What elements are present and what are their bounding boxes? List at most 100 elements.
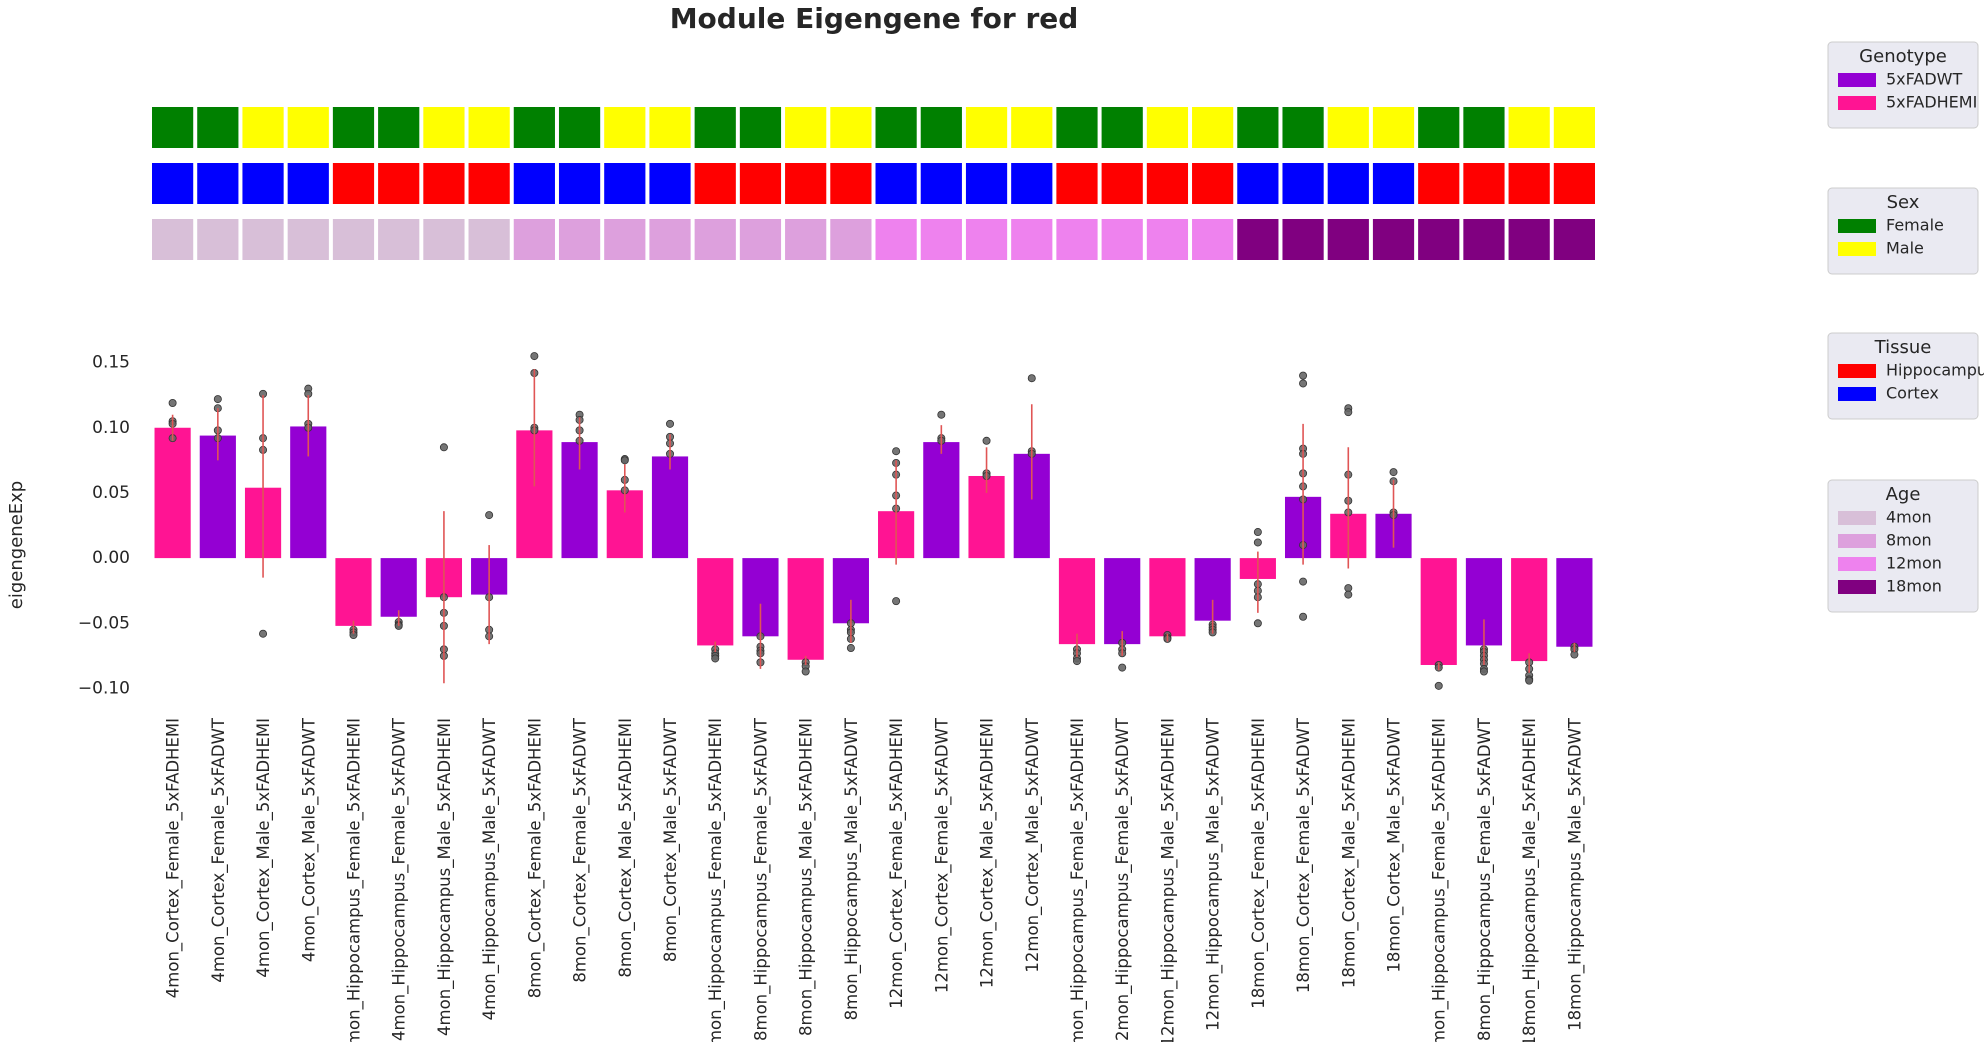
data-point — [1072, 657, 1081, 666]
bar — [335, 558, 372, 626]
y-axis-label: eigengeneExp — [6, 481, 27, 609]
data-point — [1253, 619, 1262, 628]
x-tick-label: 18mon_Hippocampus_Male_5xFADWT — [1565, 717, 1585, 1031]
legend-swatch — [1838, 73, 1876, 87]
data-point — [1570, 650, 1579, 659]
strip-cell — [558, 219, 601, 260]
data-point — [213, 395, 222, 404]
legend-label: 12mon — [1886, 554, 1942, 573]
strip-cell — [1146, 163, 1189, 204]
x-tick-label: 4mon_Cortex_Male_5xFADHEMI — [254, 718, 274, 978]
x-tick-label: 8mon_Cortex_Female_5xFADHEMI — [525, 718, 545, 998]
data-point — [1344, 408, 1353, 417]
strip-cell — [1192, 163, 1234, 204]
x-tick-label: 12mon_Cortex_Female_5xFADWT — [932, 717, 952, 993]
strip-cell — [1101, 219, 1143, 260]
strip-cell — [1237, 219, 1279, 260]
strip-cell — [378, 163, 420, 204]
strip-cell — [197, 163, 239, 204]
strip-cell — [739, 107, 782, 148]
strip-cell — [785, 163, 827, 204]
data-point — [1253, 528, 1262, 537]
strip-cell — [468, 219, 510, 260]
x-tick-label: 8mon_Cortex_Male_5xFADWT — [661, 717, 681, 962]
x-tick-label: 12mon_Hippocampus_Female_5xFADHEMI — [1068, 718, 1088, 1042]
data-point — [937, 410, 946, 419]
strip-cell — [1327, 163, 1369, 204]
strip-cell — [1282, 107, 1324, 148]
strip-cell — [1056, 219, 1098, 260]
legend-swatch — [1838, 534, 1876, 548]
legend-title: Sex — [1887, 192, 1920, 213]
data-point — [485, 511, 494, 520]
strip-cell — [242, 163, 284, 204]
strip-cell — [604, 107, 646, 148]
y-tick-label: 0.05 — [92, 483, 130, 503]
legend-swatch — [1838, 364, 1876, 378]
strip-cell — [739, 219, 782, 260]
bar — [1556, 558, 1593, 647]
strip-cell — [1372, 219, 1415, 260]
legend: Sex Female Male — [1827, 187, 1979, 275]
strip-cell — [965, 219, 1008, 260]
legend-swatch — [1838, 219, 1876, 233]
legend-label: 4mon — [1886, 508, 1932, 527]
strip-cell — [1282, 219, 1324, 260]
strip-cell — [558, 163, 601, 204]
x-tick-label: 8mon_Hippocampus_Male_5xFADWT — [842, 717, 862, 1020]
x-tick-label: 4mon_Cortex_Male_5xFADWT — [299, 717, 319, 962]
strip-cell — [378, 107, 420, 148]
strip-cell — [830, 107, 872, 148]
strip-cell — [1056, 107, 1098, 148]
strip-cell — [604, 163, 646, 204]
strip-cell — [1011, 219, 1053, 260]
strip-cell — [197, 219, 239, 260]
strip-cell — [1237, 163, 1279, 204]
strip-cell — [242, 219, 284, 260]
strip-cell — [604, 219, 646, 260]
strip-cell — [423, 107, 465, 148]
data-point — [530, 352, 539, 361]
x-tick-label: 8mon_Cortex_Male_5xFADHEMI — [616, 718, 636, 978]
x-tick-label: 4mon_Hippocampus_Female_5xFADWT — [390, 717, 410, 1041]
y-tick-label: −0.10 — [78, 678, 130, 698]
x-tick-label: 18mon_Hippocampus_Female_5xFADHEMI — [1430, 718, 1450, 1042]
strip-cell — [468, 163, 510, 204]
bar — [1104, 558, 1141, 645]
bar — [651, 456, 689, 559]
bar — [380, 558, 417, 617]
strip-cell — [1056, 163, 1098, 204]
legend-swatch — [1838, 96, 1876, 110]
strip-cell — [152, 219, 194, 260]
data-point — [892, 597, 901, 606]
strip-cell — [649, 107, 691, 148]
x-tick-label: 4mon_Cortex_Female_5xFADHEMI — [164, 718, 184, 998]
x-tick-label: 8mon_Hippocampus_Female_5xFADWT — [751, 717, 771, 1041]
strip-cell — [152, 107, 194, 148]
strip-cell — [378, 219, 420, 260]
strip-cell — [423, 163, 465, 204]
legend-label: 18mon — [1886, 577, 1942, 596]
x-tick-label: 12mon_Hippocampus_Male_5xFADHEMI — [1158, 718, 1178, 1042]
strip-cell — [287, 219, 329, 260]
data-point — [620, 456, 629, 465]
x-tick-label: 18mon_Hippocampus_Female_5xFADWT — [1475, 717, 1495, 1042]
legend-swatch — [1838, 242, 1876, 256]
x-tick-label: 4mon_Cortex_Female_5xFADWT — [209, 717, 229, 983]
strip-cell — [1508, 107, 1550, 148]
strip-cell — [1101, 107, 1143, 148]
x-tick-label: 18mon_Cortex_Male_5xFADWT — [1385, 717, 1405, 972]
strip-cell — [785, 107, 827, 148]
strip-cell — [830, 163, 872, 204]
strip-cell — [1327, 107, 1369, 148]
y-tick-label: 0.10 — [92, 418, 130, 438]
strip-cell — [920, 219, 962, 260]
legend-label: 5xFADWT — [1886, 70, 1962, 89]
x-tick-label: 12mon_Hippocampus_Male_5xFADWT — [1204, 717, 1224, 1031]
legend-swatch — [1838, 511, 1876, 525]
strip-cell — [1553, 163, 1595, 204]
legend: Genotype 5xFADWT 5xFADHEMI — [1827, 41, 1979, 129]
y-tick-label: −0.05 — [78, 613, 130, 633]
strip-cell — [513, 219, 555, 260]
